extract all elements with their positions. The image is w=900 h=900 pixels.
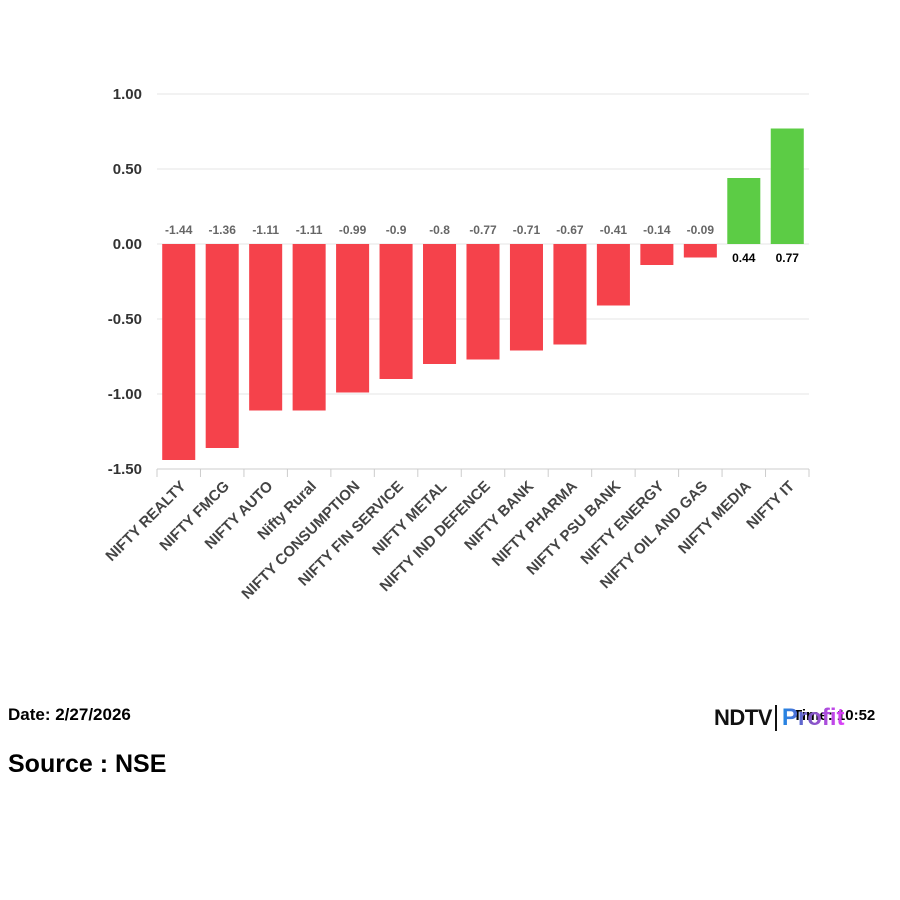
y-tick-label: -1.00	[108, 386, 142, 403]
data-label: -1.36	[209, 223, 237, 237]
bar	[292, 244, 326, 411]
bar	[683, 244, 717, 258]
category-label: NIFTY IT	[743, 478, 798, 533]
bar	[423, 244, 457, 364]
data-label: -0.14	[643, 223, 671, 237]
data-label: -0.09	[687, 223, 715, 237]
source-label: Source : NSE	[8, 750, 167, 778]
data-label: -0.41	[600, 223, 628, 237]
logo-ndtv-text: NDTV	[714, 705, 772, 730]
ndtv-profit-logo: NDTV Profit	[714, 702, 845, 734]
bar	[205, 244, 239, 448]
logo-divider	[774, 705, 777, 731]
data-label: -0.77	[469, 223, 497, 237]
chart-area: 1.00 0.50 0.00 -0.50 -1.00 -1.50 -1.44 NIFTY RE…	[102, 86, 810, 603]
data-label: 0.44	[732, 251, 756, 265]
date-label: Date: 2/27/2026	[8, 705, 131, 724]
data-label: -0.9	[386, 223, 407, 237]
bar	[379, 244, 413, 379]
bar	[553, 244, 587, 345]
data-label: -0.8	[429, 223, 450, 237]
data-label: 0.77	[776, 251, 800, 265]
y-tick-label: 0.00	[113, 236, 142, 253]
bar	[727, 178, 761, 244]
bar	[162, 244, 196, 460]
data-label: -1.11	[296, 223, 323, 237]
bar	[336, 244, 370, 393]
bar	[770, 128, 804, 244]
data-label: -0.67	[556, 223, 584, 237]
y-tick-label: 0.50	[113, 161, 142, 178]
data-label: -1.11	[252, 223, 279, 237]
bar	[509, 244, 543, 351]
data-label: -0.71	[513, 223, 541, 237]
bar	[249, 244, 283, 411]
bar	[640, 244, 674, 265]
bar	[596, 244, 630, 306]
data-label: -1.44	[165, 223, 193, 237]
bar	[466, 244, 500, 360]
y-tick-label: 1.00	[113, 86, 142, 103]
y-tick-label: -0.50	[108, 311, 142, 328]
time-label: Time: 10:52	[793, 707, 876, 724]
logo-profit-text: Profit	[781, 704, 845, 731]
data-label: -0.99	[339, 223, 367, 237]
y-tick-label: -1.50	[108, 461, 142, 478]
